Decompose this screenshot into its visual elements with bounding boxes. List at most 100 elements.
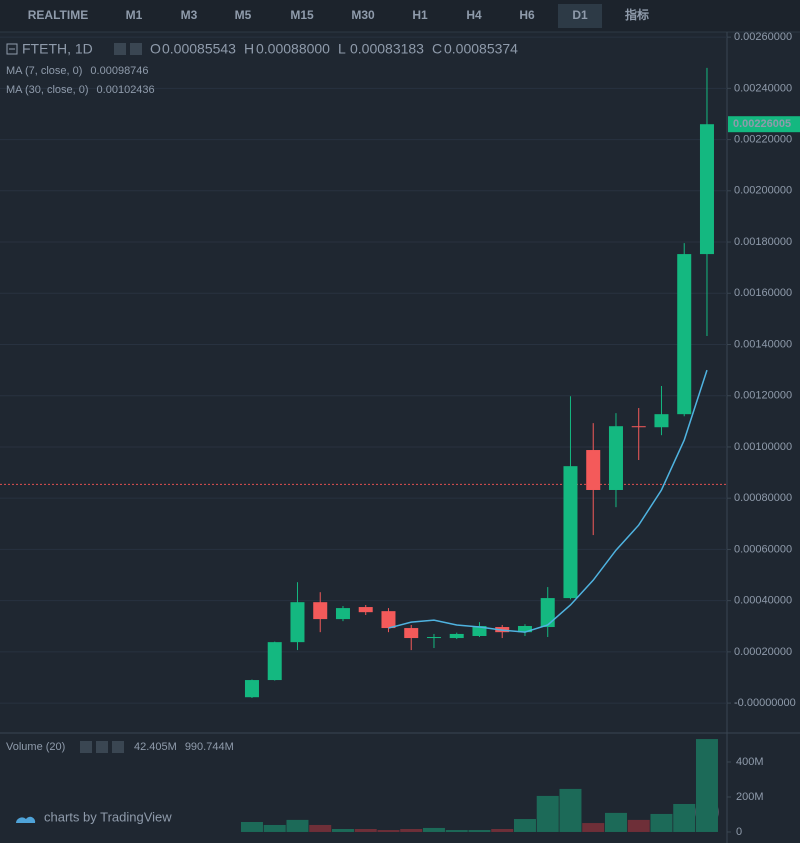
volume-bar <box>354 829 377 832</box>
volume-bar <box>650 813 673 832</box>
ohlc-key: L <box>338 41 346 57</box>
timeframe-button[interactable]: REALTIME <box>28 8 88 22</box>
y-tick-label: 0.00220000 <box>734 133 792 145</box>
candle-body <box>517 626 532 633</box>
volume-bar <box>513 819 536 832</box>
volume-bar <box>582 823 605 832</box>
timeframe-button[interactable]: M3 <box>181 8 198 22</box>
volume-legend-value: 990.744M <box>185 741 234 753</box>
close-icon[interactable] <box>112 741 124 753</box>
volume-bar <box>400 829 423 832</box>
indicator-value: 0.00098746 <box>90 65 148 77</box>
candle-body <box>608 426 623 490</box>
volume-bar <box>240 822 263 832</box>
ohlc-key: O <box>150 41 161 57</box>
volume-bar <box>331 829 354 832</box>
branding[interactable]: charts by TradingView <box>44 809 172 824</box>
candle-body <box>313 602 328 620</box>
y-tick-label: 0.00240000 <box>734 82 792 94</box>
volume-bar <box>309 824 332 832</box>
candle-body <box>586 450 601 490</box>
y-tick-label: 400M <box>736 756 764 768</box>
y-tick-label: 0.00140000 <box>734 338 792 350</box>
volume-bar <box>377 830 400 832</box>
candle-body <box>699 124 714 255</box>
candle-body <box>335 608 350 620</box>
y-tick-label: 200M <box>736 791 764 803</box>
volume-bar <box>536 795 559 832</box>
ohlc-value: 0.00088000 <box>256 41 330 57</box>
settings-icon[interactable] <box>80 741 92 753</box>
indicator-value: 0.00102436 <box>97 84 155 96</box>
candle-body <box>358 607 373 613</box>
ohlc-value: 0.00085543 <box>162 41 236 57</box>
last-price-tag <box>728 116 800 133</box>
candle-body <box>404 628 419 639</box>
settings-icon[interactable] <box>130 43 142 55</box>
timeframe-button[interactable]: M1 <box>126 8 143 22</box>
ohlc-key: C <box>432 41 442 57</box>
candle-body <box>677 254 692 415</box>
settings-icon[interactable] <box>96 741 108 753</box>
y-tick-label: -0.00000000 <box>734 697 796 709</box>
ohlc-value: 0.00083183 <box>350 41 424 57</box>
volume-bar <box>559 788 582 832</box>
y-tick-label: 0.00060000 <box>734 543 792 555</box>
timeframe-button[interactable]: M30 <box>351 8 375 22</box>
volume-bar <box>604 812 627 832</box>
candle-body <box>654 414 669 428</box>
volume-bar <box>627 819 650 832</box>
y-tick-label: 0.00100000 <box>734 441 792 453</box>
y-tick-label: 0.00260000 <box>734 31 792 43</box>
collapse-icon[interactable] <box>6 43 18 55</box>
volume-bar <box>445 830 468 832</box>
y-tick-label: 0.00120000 <box>734 390 792 402</box>
volume-bar <box>263 824 286 832</box>
y-tick-label: 0 <box>736 826 742 838</box>
logo <box>16 816 36 823</box>
settings-icon[interactable] <box>114 43 126 55</box>
y-tick-label: 0.00200000 <box>734 185 792 197</box>
candle-body <box>540 598 555 628</box>
candle-body <box>472 626 487 636</box>
volume-title: Volume (20) <box>6 741 65 753</box>
volume-bar <box>673 803 696 832</box>
timeframe-button[interactable]: H4 <box>466 8 482 22</box>
volume-bar <box>468 830 491 832</box>
candle-body <box>267 642 282 681</box>
timeframe-button[interactable]: D1 <box>572 8 588 22</box>
candle-body <box>426 637 441 639</box>
timeframe-button[interactable]: M5 <box>235 8 252 22</box>
toolbar <box>0 0 800 32</box>
candle-body <box>631 426 646 428</box>
timeframe-button[interactable]: M15 <box>290 8 314 22</box>
candle-body <box>381 611 396 629</box>
candle-body <box>244 680 259 698</box>
y-tick-label: 0.00160000 <box>734 287 792 299</box>
indicator-name: MA (30, close, 0) <box>6 84 89 96</box>
ohlc-key: H <box>244 41 254 57</box>
timeframe-button[interactable]: H1 <box>412 8 428 22</box>
button-active-bg <box>558 4 602 28</box>
timeframe-button[interactable]: 指标 <box>625 7 649 22</box>
volume-bar <box>286 819 309 832</box>
last-price-label: 0.00226005 <box>733 118 791 130</box>
y-tick-label: 0.00040000 <box>734 595 792 607</box>
volume-bar <box>491 829 514 832</box>
symbol: FTETH, 1D <box>22 41 93 57</box>
candle-body <box>449 633 464 639</box>
y-tick-label: 0.00180000 <box>734 236 792 248</box>
y-tick-label: 0.00020000 <box>734 646 792 658</box>
indicator-name: MA (7, close, 0) <box>6 65 82 77</box>
candle-body <box>563 466 578 599</box>
volume-bar <box>695 739 718 832</box>
y-tick-label: 0.00080000 <box>734 492 792 504</box>
volume-bar <box>422 827 445 832</box>
timeframe-button[interactable]: H6 <box>519 8 535 22</box>
candle-body <box>290 602 305 643</box>
ohlc-value: 0.00085374 <box>444 41 518 57</box>
volume-legend-value: 42.405M <box>134 741 177 753</box>
ma-line <box>388 369 708 633</box>
